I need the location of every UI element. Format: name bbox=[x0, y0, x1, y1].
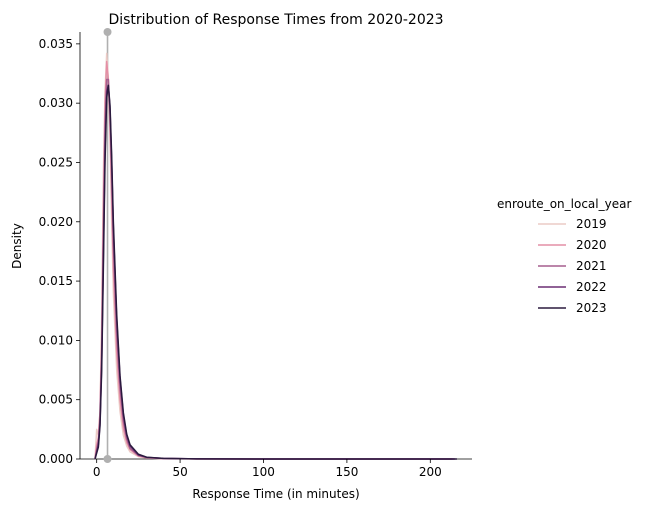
legend-label-2020: 2020 bbox=[576, 238, 607, 252]
series-line-2022 bbox=[94, 84, 456, 460]
series-line-2020 bbox=[94, 60, 452, 460]
legend-label-2022: 2022 bbox=[576, 280, 607, 294]
y-axis: 0.000 0.005 0.010 0.015 0.020 0.025 0.030 0.035 bbox=[39, 37, 80, 466]
x-axis: 0 50 100 150 200 bbox=[93, 459, 442, 479]
legend-label-2021: 2021 bbox=[576, 259, 607, 273]
y-tick-label: 0.025 bbox=[39, 155, 73, 169]
x-tick-label: 50 bbox=[172, 465, 187, 479]
x-tick-label: 100 bbox=[252, 465, 275, 479]
series-line-2023 bbox=[94, 84, 457, 460]
series-line-2019 bbox=[94, 52, 451, 460]
y-tick-label: 0.020 bbox=[39, 215, 73, 229]
reference-marker-top bbox=[103, 28, 112, 36]
y-tick-label: 0.010 bbox=[39, 333, 73, 347]
y-tick-label: 0.035 bbox=[39, 37, 73, 51]
y-tick-label: 0.030 bbox=[39, 96, 73, 110]
reference-marker-bottom bbox=[103, 455, 112, 463]
x-axis-label: Response Time (in minutes) bbox=[192, 487, 359, 501]
x-tick-label: 0 bbox=[93, 465, 101, 479]
legend: enroute_on_local_year 2019 2020 2021 2022 20… bbox=[497, 197, 631, 315]
legend-label-2019: 2019 bbox=[576, 217, 607, 231]
y-axis-label: Density bbox=[10, 223, 24, 269]
legend-title: enroute_on_local_year bbox=[497, 197, 631, 211]
y-tick-label: 0.015 bbox=[39, 274, 73, 288]
x-tick-label: 150 bbox=[335, 465, 358, 479]
legend-label-2023: 2023 bbox=[576, 301, 607, 315]
series-line-2021 bbox=[94, 78, 454, 460]
y-tick-label: 0.000 bbox=[39, 452, 73, 466]
chart-title: Distribution of Response Times from 2020… bbox=[108, 12, 443, 28]
y-tick-label: 0.005 bbox=[39, 393, 73, 407]
x-tick-label: 200 bbox=[419, 465, 442, 479]
plot-area bbox=[79, 28, 472, 463]
